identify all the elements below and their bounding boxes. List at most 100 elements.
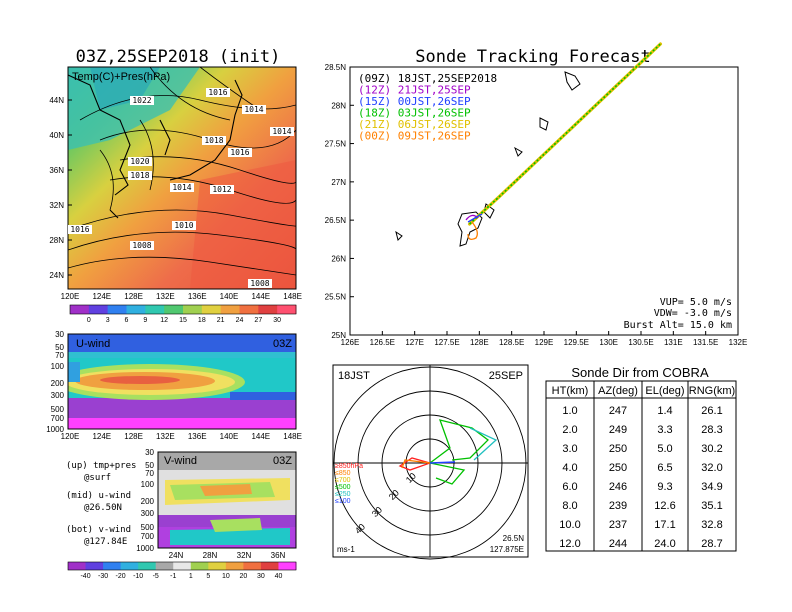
- table-cell: 1.0: [562, 405, 577, 417]
- uwind-p-tick: 700: [51, 414, 65, 423]
- uwind-label: U-wind: [76, 338, 110, 350]
- temp-bar-label: 6: [125, 317, 129, 324]
- uwind-p-tick: 200: [51, 379, 65, 388]
- legend-bot: (bot) v-wind: [66, 525, 131, 535]
- isobar-label: 1018: [204, 136, 223, 145]
- track-lon-tick: 126E: [341, 338, 360, 347]
- wind-bar-label: -5: [153, 573, 159, 580]
- vwind-p-tick: 100: [141, 480, 155, 489]
- vwind-p-tick: 500: [141, 523, 155, 532]
- temp-bar-label: 21: [217, 317, 225, 324]
- wind-bar-label: 1: [189, 573, 193, 580]
- track-03jst: [469, 43, 661, 225]
- table-cell: 32.8: [701, 519, 722, 531]
- uwind-lon-tick: 144E: [251, 432, 270, 441]
- vwind-p-tick: 300: [141, 509, 155, 518]
- isobar-label: 1014: [244, 105, 263, 114]
- track-legend-item: (18Z) 03JST,26SEP: [358, 107, 471, 120]
- hodo-date: 25SEP: [489, 370, 523, 382]
- hodo-legend-item: ≤700: [335, 477, 351, 484]
- hodo-legend-item: ≤500: [335, 484, 351, 491]
- wind-bar-label: 20: [239, 573, 247, 580]
- uwind-time: 03Z: [273, 338, 292, 350]
- map-lon-tick: 128E: [124, 292, 143, 301]
- vwind-lat-tick: 24N: [169, 551, 184, 560]
- table-box: [545, 380, 737, 552]
- legend-bot-sub: @127.84E: [84, 537, 127, 547]
- table-cell: 250: [609, 462, 627, 474]
- isobar-label: 1014: [172, 183, 191, 192]
- track-legend-item: (12Z) 21JST,25SEP: [358, 84, 471, 97]
- map-lon-tick: 144E: [251, 292, 270, 301]
- isobar-label: 1012: [212, 185, 231, 194]
- wind-bar-label: -1: [170, 573, 176, 580]
- isobar-label: 1018: [130, 171, 149, 180]
- table-header: EL(deg): [645, 385, 684, 397]
- vwind-p-tick: 30: [145, 448, 154, 457]
- uwind-p-tick: 70: [55, 351, 64, 360]
- wind-bar-label: 10: [222, 573, 230, 580]
- track-legend-item: (09Z) 18JST,25SEP2018: [358, 72, 497, 85]
- hodo-legend-item: ≤850: [335, 470, 351, 477]
- wind-bar-label: -20: [116, 573, 126, 580]
- temperature-map: [68, 67, 296, 289]
- track-lon-tick: 130.5E: [628, 338, 653, 347]
- hodo-legend-item: ≤250: [335, 491, 351, 498]
- table-cell: 3.0: [562, 443, 577, 455]
- table-cell: 8.0: [562, 500, 577, 512]
- isobar-label: 1008: [250, 279, 269, 288]
- wind-bar-label: 30: [257, 573, 265, 580]
- table-cell: 9.3: [657, 481, 672, 493]
- table-cell: 10.0: [559, 519, 580, 531]
- uwind-field: [68, 334, 296, 429]
- isobar-label: 1022: [132, 96, 151, 105]
- temp-bar-label: 18: [198, 317, 206, 324]
- uwind-p-tick: 300: [51, 391, 65, 400]
- temp-bar-label: 30: [273, 317, 281, 324]
- table-cell: 6.0: [562, 481, 577, 493]
- track-legend-item: (15Z) 00JST,26SEP: [358, 95, 471, 108]
- uwind-lon-tick: 124E: [92, 432, 111, 441]
- table-cell: 250: [609, 443, 627, 455]
- track-legend-item: (21Z) 06JST,26SEP: [358, 118, 471, 131]
- hodograph-box: [332, 364, 529, 558]
- track-lat-tick: 28.5N: [325, 63, 347, 72]
- map-lon-tick: 132E: [156, 292, 175, 301]
- wind-bar-label: 5: [206, 573, 210, 580]
- track-lat-tick: 27.5N: [325, 140, 347, 149]
- table-cell: 34.9: [701, 481, 722, 493]
- track-lon-tick: 127.5E: [434, 338, 459, 347]
- wind-bar-label: 40: [275, 573, 283, 580]
- param-vdw: VDW= -3.0 m/s: [654, 308, 732, 319]
- table-header: AZ(deg): [598, 385, 638, 397]
- track-lon-tick: 132E: [729, 338, 748, 347]
- map-lat-tick: 36N: [49, 166, 64, 175]
- track-lon-tick: 128E: [470, 338, 489, 347]
- table-cell: 6.5: [657, 462, 672, 474]
- isobar-label: 1016: [208, 88, 227, 97]
- track-lon-tick: 129.5E: [564, 338, 589, 347]
- tracking-title: Sonde Tracking Forecast: [415, 47, 650, 67]
- legend-up: (up) tmp+pres: [66, 461, 136, 471]
- uwind-lon-tick: 136E: [188, 432, 207, 441]
- table-cell: 3.3: [657, 424, 672, 436]
- track-legend-item: (00Z) 09JST,26SEP: [358, 130, 471, 143]
- uwind-p-tick: 30: [55, 330, 64, 339]
- table-cell: 12.0: [559, 538, 580, 550]
- isobar-label: 1016: [70, 225, 89, 234]
- legend-up-sub: @surf: [84, 473, 111, 483]
- table-cell: 30.2: [701, 443, 722, 455]
- uwind-p-tick: 100: [51, 362, 65, 371]
- track-lat-tick: 26N: [331, 254, 346, 263]
- track-lon-tick: 126.5E: [370, 338, 395, 347]
- vwind-p-tick: 700: [141, 532, 155, 541]
- legend-mid-sub: @26.50N: [84, 503, 122, 513]
- uwind-p-tick: 1000: [46, 425, 64, 434]
- track-lon-tick: 131.5E: [693, 338, 718, 347]
- map-lon-tick: 140E: [220, 292, 239, 301]
- isobar-label: 1010: [174, 221, 193, 230]
- map-lon-tick: 124E: [92, 292, 111, 301]
- table-cell: 239: [609, 500, 627, 512]
- map-lon-tick: 120E: [61, 292, 80, 301]
